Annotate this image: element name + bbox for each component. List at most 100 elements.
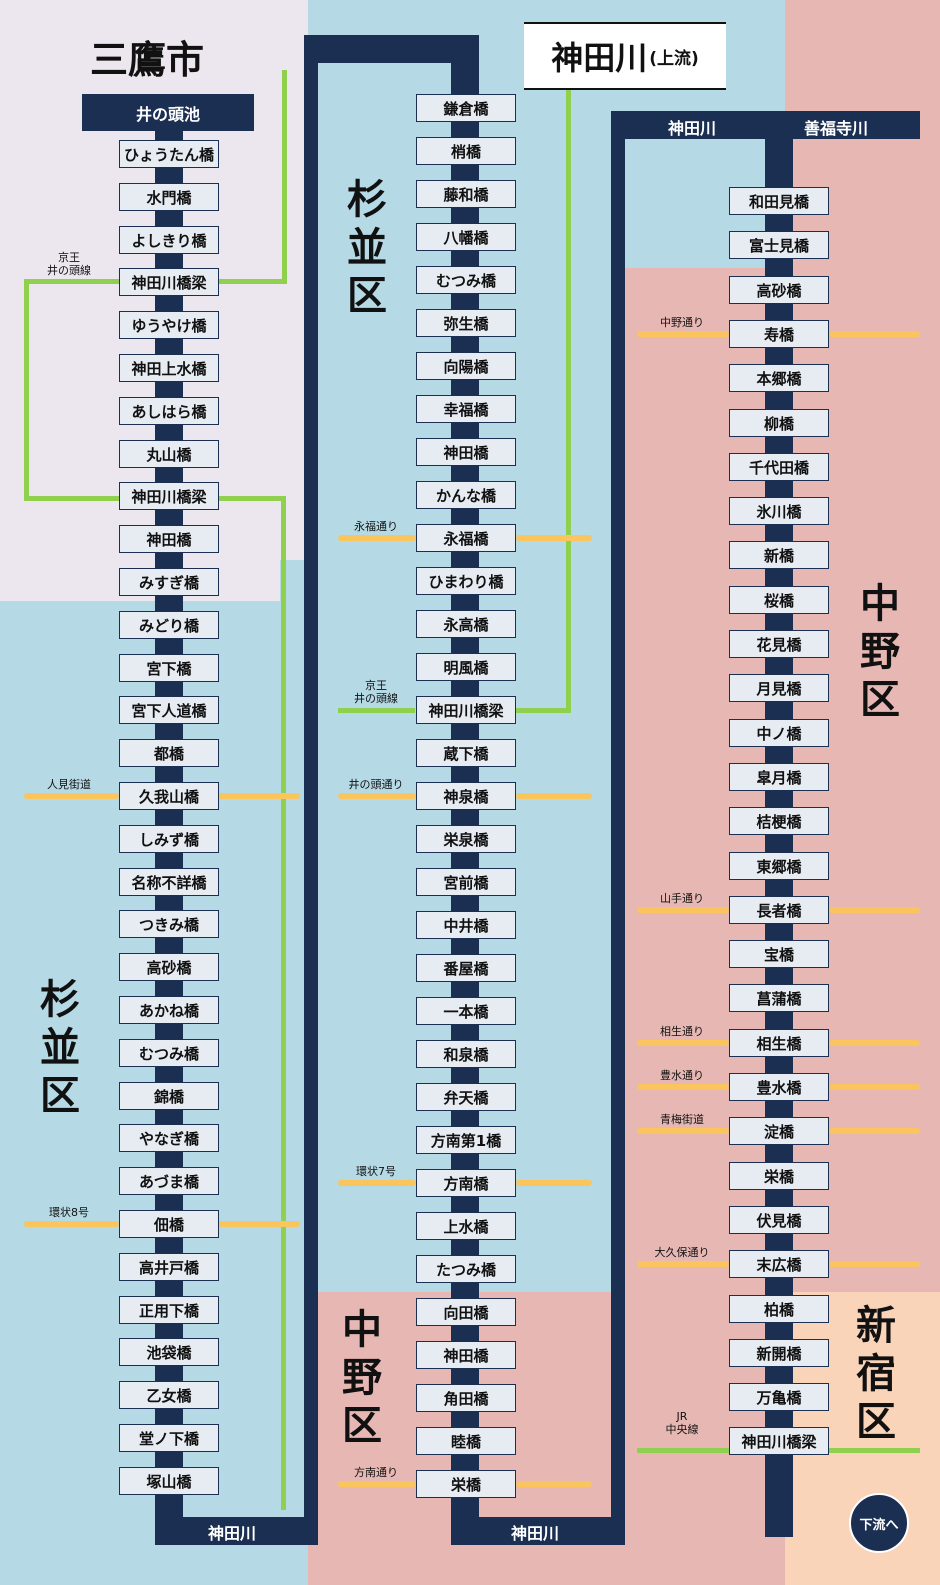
bridge-right-19[interactable]: 相生橋 [729,1029,829,1057]
bridge-middle-13[interactable]: 明風橋 [416,653,516,681]
bridge-middle-22[interactable]: 和泉橋 [416,1040,516,1068]
road-line-right-3-left [637,1084,729,1090]
bridge-middle-15[interactable]: 蔵下橋 [416,739,516,767]
bridge-middle-7[interactable]: 幸福橋 [416,395,516,423]
bridge-right-8[interactable]: 新橋 [729,541,829,569]
bridge-right-13[interactable]: 皐月橋 [729,763,829,791]
bridge-right-18[interactable]: 菖蒲橋 [729,984,829,1012]
bridge-right-28[interactable]: 神田川橋梁 [729,1427,829,1455]
bridge-left-27[interactable]: 正用下橋 [119,1296,219,1324]
bridge-left-11[interactable]: みどり橋 [119,611,219,639]
bridge-middle-21[interactable]: 一本橋 [416,997,516,1025]
bridge-right-0[interactable]: 和田見橋 [729,187,829,215]
bridge-right-25[interactable]: 柏橋 [729,1295,829,1323]
rail-line-segment [829,1448,920,1453]
bridge-middle-28[interactable]: 向田橋 [416,1298,516,1326]
bridge-middle-9[interactable]: かんな橋 [416,481,516,509]
bridge-middle-16[interactable]: 神泉橋 [416,782,516,810]
bridge-right-12[interactable]: 中ノ橋 [729,719,829,747]
bridge-right-24[interactable]: 末広橋 [729,1250,829,1278]
bridge-right-2[interactable]: 高砂橋 [729,276,829,304]
bridge-right-23[interactable]: 伏見橋 [729,1206,829,1234]
bridge-left-16[interactable]: しみず橋 [119,825,219,853]
rail-line-segment [637,1448,729,1453]
bridge-middle-2[interactable]: 藤和橋 [416,180,516,208]
bridge-right-11[interactable]: 月見橋 [729,674,829,702]
road-label-right-5: 大久保通り [654,1246,710,1260]
bridge-middle-19[interactable]: 中井橋 [416,911,516,939]
bridge-right-7[interactable]: 氷川橋 [729,497,829,525]
bridge-right-15[interactable]: 東郷橋 [729,852,829,880]
bridge-left-30[interactable]: 堂ノ下橋 [119,1424,219,1452]
bridge-middle-31[interactable]: 睦橋 [416,1427,516,1455]
bridge-left-2[interactable]: よしきり橋 [119,226,219,254]
bridge-middle-1[interactable]: 梢橋 [416,137,516,165]
bridge-left-23[interactable]: やなぎ橋 [119,1124,219,1152]
bridge-middle-3[interactable]: 八幡橋 [416,223,516,251]
bridge-right-9[interactable]: 桜橋 [729,586,829,614]
bridge-right-4[interactable]: 本郷橋 [729,364,829,392]
bridge-left-29[interactable]: 乙女橋 [119,1381,219,1409]
bridge-right-20[interactable]: 豊水橋 [729,1073,829,1101]
bridge-left-15[interactable]: 久我山橋 [119,782,219,810]
bridge-middle-6[interactable]: 向陽橋 [416,352,516,380]
bridge-left-19[interactable]: 高砂橋 [119,953,219,981]
downstream-button[interactable]: 下流へ [849,1493,909,1553]
bridge-right-26[interactable]: 新開橋 [729,1339,829,1367]
bridge-middle-8[interactable]: 神田橋 [416,438,516,466]
bridge-left-26[interactable]: 高井戸橋 [119,1253,219,1281]
bridge-left-31[interactable]: 塚山橋 [119,1467,219,1495]
bridge-right-3[interactable]: 寿橋 [729,320,829,348]
bridge-middle-23[interactable]: 弁天橋 [416,1083,516,1111]
bridge-left-3[interactable]: 神田川橋梁 [119,268,219,296]
bridge-right-14[interactable]: 桔梗橋 [729,807,829,835]
bridge-left-18[interactable]: つきみ橋 [119,910,219,938]
bridge-left-13[interactable]: 宮下人道橋 [119,696,219,724]
bridge-left-0[interactable]: ひょうたん橋 [119,140,219,168]
bridge-left-12[interactable]: 宮下橋 [119,654,219,682]
bridge-left-17[interactable]: 名称不詳橋 [119,868,219,896]
bridge-left-20[interactable]: あかね橋 [119,996,219,1024]
bridge-middle-10[interactable]: 永福橋 [416,524,516,552]
rail-line-segment [24,279,29,501]
bridge-middle-14[interactable]: 神田川橋梁 [416,696,516,724]
bridge-left-28[interactable]: 池袋橋 [119,1338,219,1366]
bridge-right-21[interactable]: 淀橋 [729,1117,829,1145]
bridge-middle-30[interactable]: 角田橋 [416,1384,516,1412]
bridge-middle-12[interactable]: 永高橋 [416,610,516,638]
bridge-left-14[interactable]: 都橋 [119,739,219,767]
bridge-middle-25[interactable]: 方南橋 [416,1169,516,1197]
bridge-right-16[interactable]: 長者橋 [729,896,829,924]
bridge-right-10[interactable]: 花見橋 [729,630,829,658]
bridge-middle-24[interactable]: 方南第1橋 [416,1126,516,1154]
bridge-left-4[interactable]: ゆうやけ橋 [119,311,219,339]
bridge-middle-5[interactable]: 弥生橋 [416,309,516,337]
bridge-middle-27[interactable]: たつみ橋 [416,1255,516,1283]
bridge-left-22[interactable]: 錦橋 [119,1082,219,1110]
bridge-left-5[interactable]: 神田上水橋 [119,354,219,382]
bridge-right-17[interactable]: 宝橋 [729,940,829,968]
bridge-middle-4[interactable]: むつみ橋 [416,266,516,294]
bridge-left-6[interactable]: あしはら橋 [119,397,219,425]
bridge-right-6[interactable]: 千代田橋 [729,453,829,481]
bridge-left-7[interactable]: 丸山橋 [119,440,219,468]
bridge-right-22[interactable]: 栄橋 [729,1162,829,1190]
bridge-middle-29[interactable]: 神田橋 [416,1341,516,1369]
bridge-right-5[interactable]: 柳橋 [729,409,829,437]
bridge-middle-18[interactable]: 宮前橋 [416,868,516,896]
bridge-right-27[interactable]: 万亀橋 [729,1383,829,1411]
bridge-left-10[interactable]: みすぎ橋 [119,568,219,596]
bridge-middle-11[interactable]: ひまわり橋 [416,567,516,595]
bridge-left-24[interactable]: あづま橋 [119,1167,219,1195]
bridge-middle-20[interactable]: 番屋橋 [416,954,516,982]
bridge-left-8[interactable]: 神田川橋梁 [119,482,219,510]
bridge-middle-0[interactable]: 鎌倉橋 [416,94,516,122]
bridge-middle-17[interactable]: 栄泉橋 [416,825,516,853]
bridge-left-21[interactable]: むつみ橋 [119,1039,219,1067]
bridge-left-1[interactable]: 水門橋 [119,183,219,211]
bridge-middle-26[interactable]: 上水橋 [416,1212,516,1240]
bridge-middle-32[interactable]: 栄橋 [416,1470,516,1498]
bridge-right-1[interactable]: 富士見橋 [729,231,829,259]
bridge-left-9[interactable]: 神田橋 [119,525,219,553]
bridge-left-25[interactable]: 佃橋 [119,1210,219,1238]
